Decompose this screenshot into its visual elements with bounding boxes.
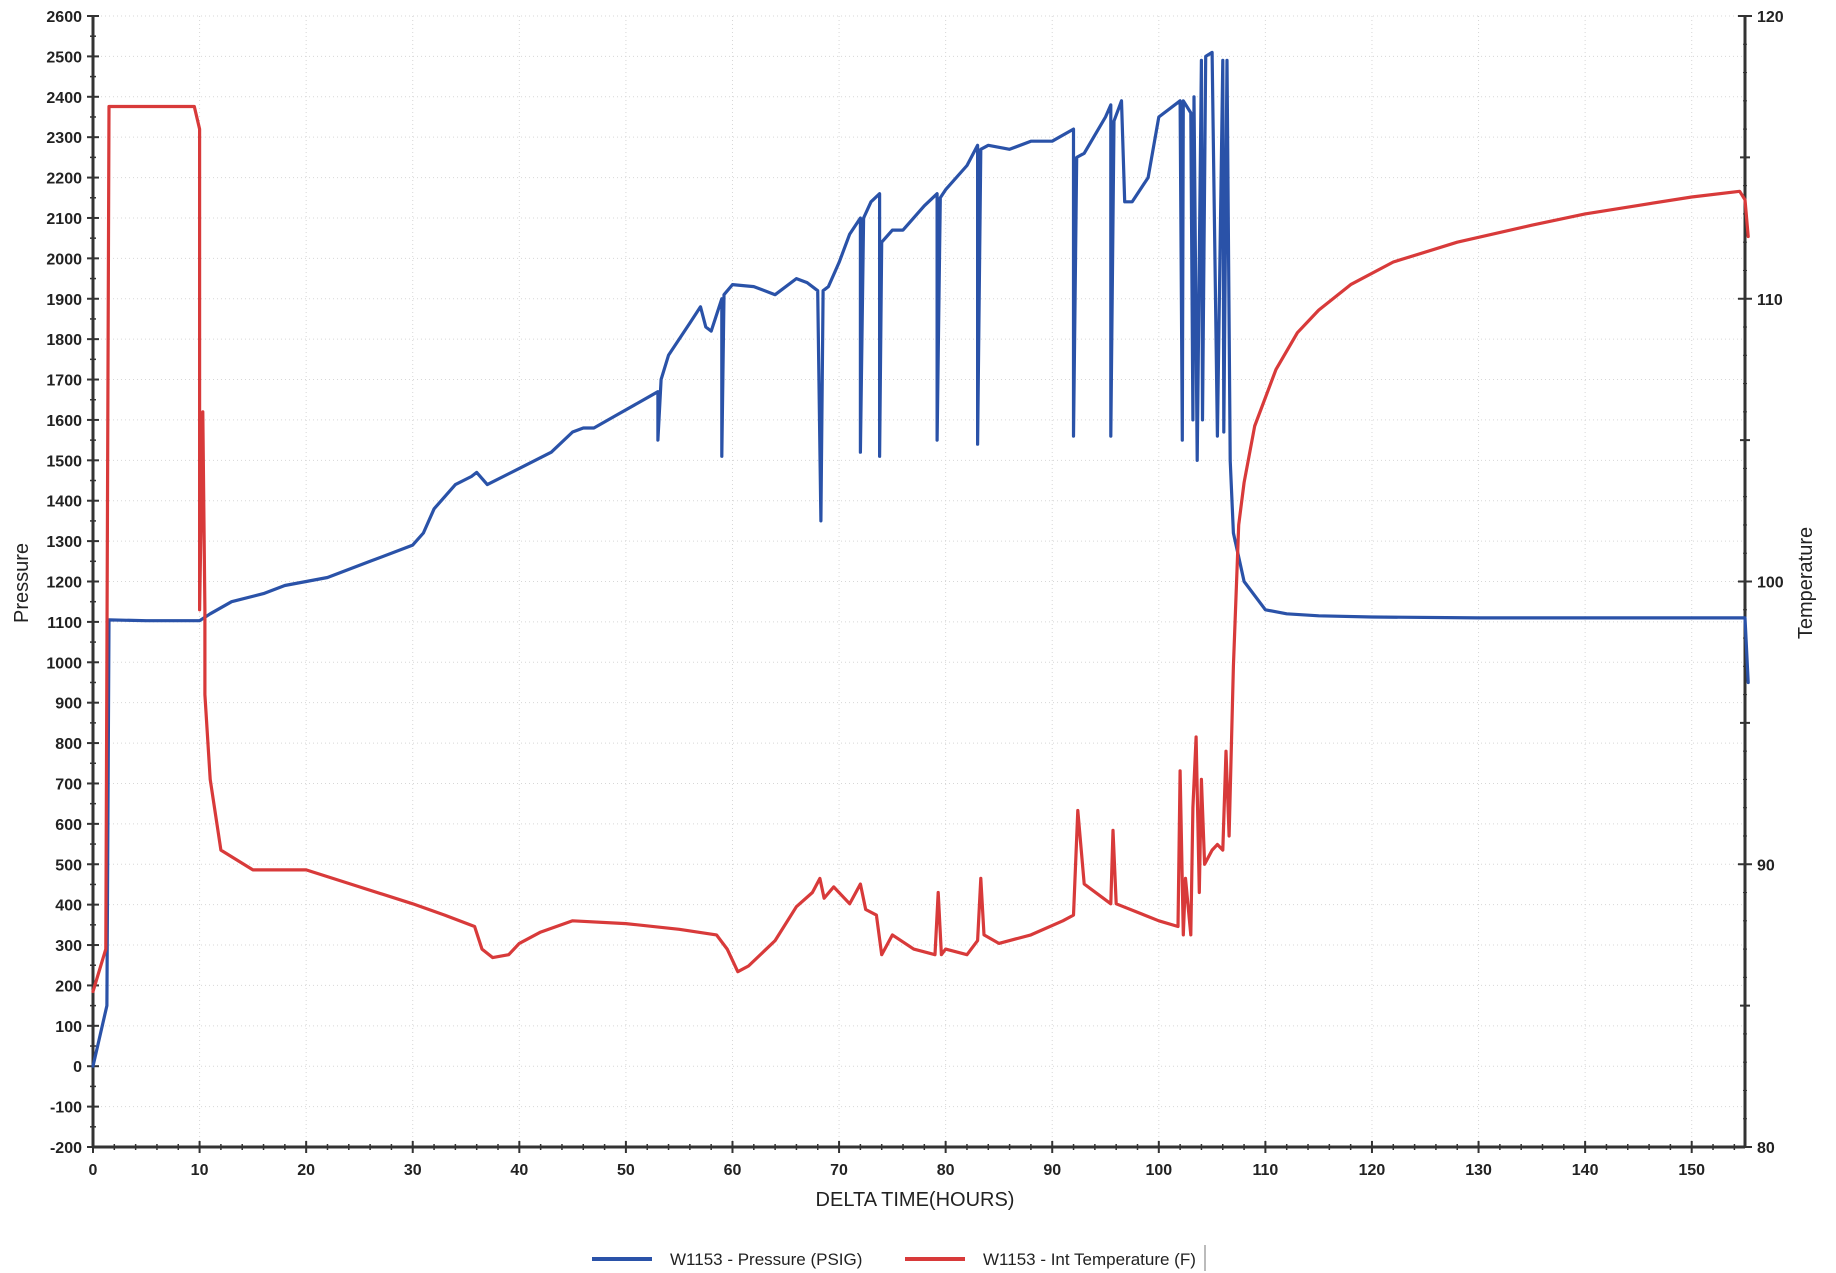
left-y-tick-label: 900: [55, 696, 82, 713]
x-tick-label: 50: [617, 1162, 635, 1179]
left-y-tick-label: 2400: [46, 90, 82, 107]
left-y-tick-label: 800: [55, 736, 82, 753]
left-y-tick-label: 1300: [46, 534, 82, 551]
left-y-tick-label: 1100: [47, 615, 82, 632]
x-tick-label: 150: [1678, 1162, 1705, 1179]
left-y-tick-label: 2200: [46, 171, 82, 188]
left-y-tick-label: 1400: [46, 494, 82, 511]
left-y-tick-label: 1700: [46, 373, 82, 390]
x-tick-label: 90: [1043, 1162, 1061, 1179]
x-tick-label: 70: [830, 1162, 848, 1179]
right-y-tick-label: 110: [1757, 292, 1783, 309]
legend-label-pressure: W1153 - Pressure (PSIG): [670, 1250, 862, 1269]
left-y-tick-label: 1200: [46, 575, 82, 592]
x-tick-label: 110: [1252, 1162, 1278, 1179]
right-y-tick-label: 100: [1757, 575, 1784, 592]
x-tick-label: 100: [1145, 1162, 1172, 1179]
left-y-tick-label: 2100: [46, 211, 82, 228]
left-y-tick-label: 2000: [46, 251, 82, 268]
left-y-tick-label: 300: [55, 938, 82, 955]
left-y-tick-label: 2600: [46, 9, 82, 26]
left-y-tick-label: 600: [55, 817, 82, 834]
left-y-tick-label: -100: [50, 1100, 82, 1117]
temperature-series-line: [91, 104, 1750, 994]
x-axis-ticks: 0 10 20 30 40 50 60 70 80 90 100 110 120 130 140 150: [89, 1141, 1736, 1179]
left-y-axis-title: Pressure: [11, 543, 33, 623]
left-y-tick-label: 700: [55, 776, 82, 793]
x-tick-label: 20: [297, 1162, 315, 1179]
left-y-tick-label: 1600: [46, 413, 82, 430]
left-y-tick-label: 400: [55, 898, 82, 915]
left-y-tick-label: 1000: [46, 655, 82, 672]
pressure-series-line: [91, 50, 1750, 1068]
left-y-tick-label: 0: [73, 1059, 82, 1076]
left-y-tick-label: 100: [55, 1019, 82, 1036]
right-y-axis-ticks: 80 90 100 110 120: [1738, 9, 1784, 1157]
left-y-tick-label: 1500: [46, 453, 82, 470]
right-y-tick-label: 80: [1757, 1140, 1775, 1157]
left-y-axis-ticks: -200 -100 0 100 200 300 400 500 600 700 800 900 1000…: [46, 9, 99, 1157]
right-y-tick-label: 120: [1757, 9, 1784, 26]
left-y-tick-label: 2300: [46, 130, 82, 147]
left-y-tick-label: 2500: [46, 49, 82, 66]
x-tick-label: 140: [1572, 1162, 1599, 1179]
x-tick-label: 40: [510, 1162, 528, 1179]
right-y-tick-label: 90: [1757, 857, 1775, 874]
left-y-tick-label: 1900: [46, 292, 82, 309]
x-tick-label: 30: [404, 1162, 422, 1179]
x-tick-label: 120: [1359, 1162, 1386, 1179]
right-y-axis-title: Temperature: [1795, 527, 1817, 639]
left-y-tick-label: 500: [55, 857, 82, 874]
x-tick-label: 80: [937, 1162, 955, 1179]
legend: W1153 - Pressure (PSIG) W1153 - Int Temp…: [592, 1245, 1206, 1271]
x-tick-label: 130: [1465, 1162, 1492, 1179]
x-axis-title: DELTA TIME(HOURS): [816, 1189, 1015, 1211]
series-lines: [91, 50, 1750, 1068]
left-y-tick-label: 200: [55, 978, 82, 995]
x-tick-label: 10: [191, 1162, 209, 1179]
legend-label-temperature: W1153 - Int Temperature (F): [983, 1250, 1196, 1269]
x-tick-label: 0: [89, 1162, 98, 1179]
x-tick-label: 60: [724, 1162, 742, 1179]
left-y-tick-label: 1800: [46, 332, 82, 349]
left-y-tick-label: -200: [50, 1140, 82, 1157]
